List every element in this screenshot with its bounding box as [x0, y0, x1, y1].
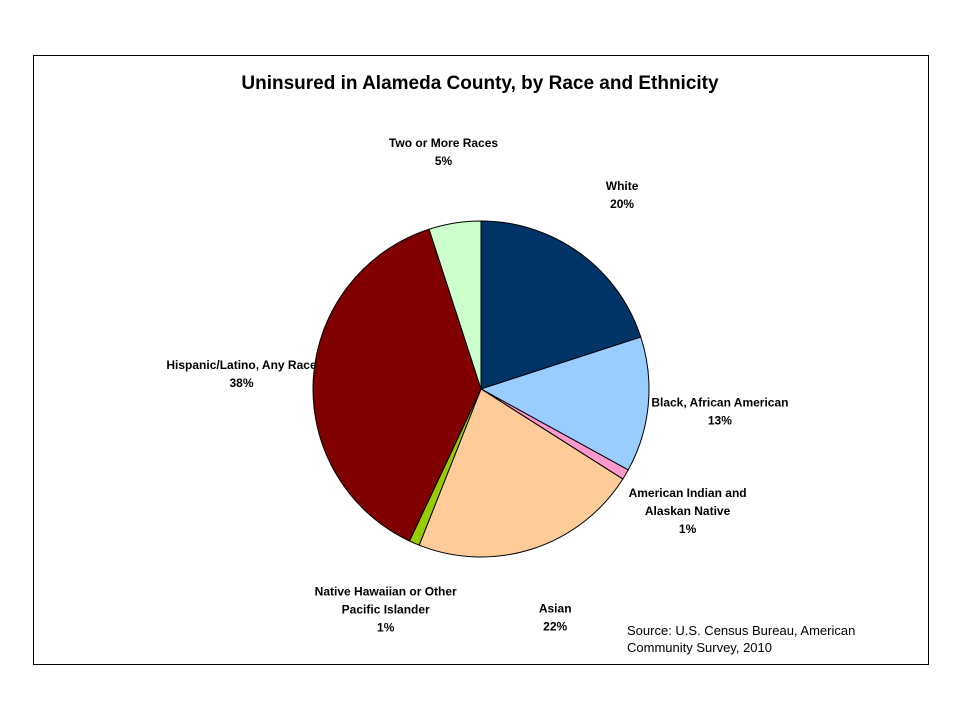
chart-title: Uninsured in Alameda County, by Race and… — [241, 73, 719, 94]
slice-asian — [418, 388, 624, 558]
pie-slices — [312, 220, 650, 558]
slice-label-hispanic-latino-any-race-line-1: Hispanic/Latino, Any Race — [166, 358, 317, 372]
slice-label-american-indian-and-alaskan-native-line-2: Alaskan Native — [645, 504, 731, 518]
slice-value-label-two-or-more-races: 5% — [435, 154, 453, 168]
source-line-2: Community Survey, 2010 — [627, 640, 772, 655]
slice-label-native-hawaiian-or-other-pacific-islander-line-1: Native Hawaiian or Other — [315, 584, 457, 598]
slice-value-label-hispanic-latino-any-race: 38% — [229, 376, 253, 390]
slice-label-black-african-american-line-1: Black, African American — [651, 396, 788, 410]
pie-labels: White 20% Black, African American 13% Americ… — [166, 136, 788, 634]
slice-value-label-black-african-american: 13% — [708, 414, 732, 428]
slice-value-label-american-indian-and-alaskan-native: 1% — [679, 522, 697, 536]
slice-hispanic-latino-any-race — [312, 228, 482, 542]
slice-black-african-american — [479, 336, 650, 471]
slice-label-two-or-more-races-line-1: Two or More Races — [389, 136, 498, 150]
source-note: Source: U.S. Census Bureau, American Com… — [627, 622, 855, 656]
source-line-1: Source: U.S. Census Bureau, American — [627, 623, 856, 638]
slice-two-or-more-races — [428, 220, 482, 390]
slice-value-label-asian: 22% — [543, 619, 567, 633]
slice-value-label-white: 20% — [610, 197, 634, 211]
slice-label-asian-line-1: Asian — [539, 601, 572, 615]
slice-label-american-indian-and-alaskan-native-line-1: American Indian and — [629, 486, 747, 500]
slice-label-native-hawaiian-or-other-pacific-islander-line-2: Pacific Islander — [342, 602, 430, 616]
slice-white — [480, 220, 642, 390]
slice-value-label-native-hawaiian-or-other-pacific-islander: 1% — [377, 620, 395, 634]
slice-label-white-line-1: White — [606, 179, 639, 193]
